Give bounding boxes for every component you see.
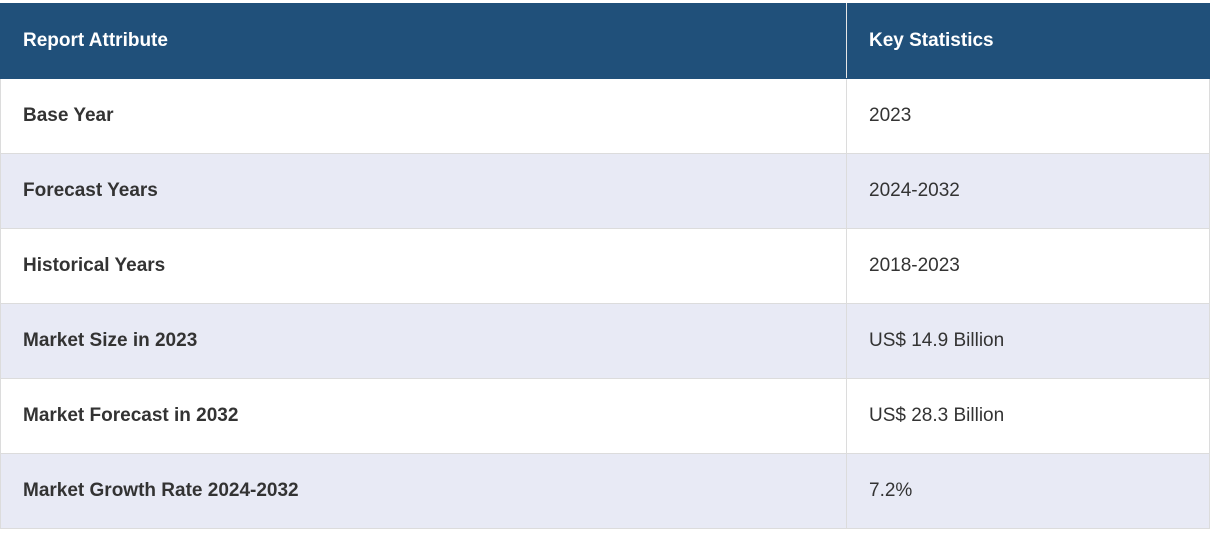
- header-row: Report Attribute Key Statistics: [0, 3, 1210, 79]
- stats-table: Report Attribute Key Statistics Base Yea…: [0, 3, 1210, 529]
- table-header: Report Attribute Key Statistics: [0, 3, 1210, 79]
- value-cell: 7.2%: [846, 453, 1210, 529]
- table-row: Market Size in 2023 US$ 14.9 Billion: [0, 303, 1210, 379]
- table-row: Base Year 2023: [0, 78, 1210, 154]
- attribute-cell: Market Growth Rate 2024-2032: [0, 453, 847, 529]
- attribute-cell: Market Size in 2023: [0, 303, 847, 379]
- value-cell: US$ 14.9 Billion: [846, 303, 1210, 379]
- attribute-cell: Forecast Years: [0, 153, 847, 229]
- table-row: Market Forecast in 2032 US$ 28.3 Billion: [0, 378, 1210, 454]
- table-row: Market Growth Rate 2024-2032 7.2%: [0, 453, 1210, 529]
- value-cell: 2018-2023: [846, 228, 1210, 304]
- value-cell: 2024-2032: [846, 153, 1210, 229]
- header-cell: Key Statistics: [846, 3, 1210, 79]
- attribute-cell: Base Year: [0, 78, 847, 154]
- value-cell: US$ 28.3 Billion: [846, 378, 1210, 454]
- attribute-cell: Market Forecast in 2032: [0, 378, 847, 454]
- value-cell: 2023: [846, 78, 1210, 154]
- attribute-cell: Historical Years: [0, 228, 847, 304]
- table-body: Base Year 2023 Forecast Years 2024-2032 Hist…: [0, 78, 1210, 529]
- header-cell: Report Attribute: [0, 3, 847, 79]
- table-row: Historical Years 2018-2023: [0, 228, 1210, 304]
- table-row: Forecast Years 2024-2032: [0, 153, 1210, 229]
